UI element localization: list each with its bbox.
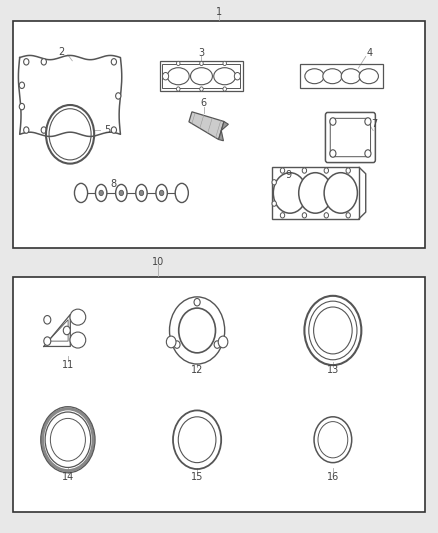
Circle shape bbox=[223, 61, 226, 66]
Text: 4: 4 bbox=[367, 49, 373, 58]
Bar bbox=[162, 64, 240, 88]
Circle shape bbox=[218, 336, 228, 348]
Circle shape bbox=[159, 190, 164, 196]
Bar bbox=[13, 277, 425, 512]
Circle shape bbox=[223, 87, 226, 91]
Ellipse shape bbox=[323, 69, 342, 84]
Circle shape bbox=[194, 298, 200, 306]
Ellipse shape bbox=[136, 184, 147, 201]
Polygon shape bbox=[189, 112, 224, 140]
Circle shape bbox=[214, 341, 220, 349]
Ellipse shape bbox=[156, 184, 167, 201]
Ellipse shape bbox=[167, 68, 189, 85]
Ellipse shape bbox=[214, 68, 236, 85]
Bar bbox=[300, 64, 383, 88]
Circle shape bbox=[280, 213, 285, 218]
Text: 6: 6 bbox=[201, 99, 207, 108]
Text: 8: 8 bbox=[111, 179, 117, 189]
Circle shape bbox=[330, 118, 336, 125]
Circle shape bbox=[41, 59, 46, 65]
Circle shape bbox=[166, 336, 176, 348]
Circle shape bbox=[330, 150, 336, 157]
Circle shape bbox=[272, 180, 276, 185]
Ellipse shape bbox=[299, 173, 332, 213]
Circle shape bbox=[119, 190, 124, 196]
Circle shape bbox=[302, 213, 307, 218]
Circle shape bbox=[324, 168, 328, 173]
Circle shape bbox=[200, 61, 203, 66]
Circle shape bbox=[24, 59, 29, 65]
Ellipse shape bbox=[341, 69, 360, 84]
Circle shape bbox=[41, 127, 46, 133]
Circle shape bbox=[280, 168, 285, 173]
Text: 5: 5 bbox=[104, 125, 110, 134]
Text: 1: 1 bbox=[216, 7, 222, 17]
Text: 3: 3 bbox=[198, 49, 205, 58]
Text: 2: 2 bbox=[58, 47, 64, 56]
Circle shape bbox=[19, 82, 25, 88]
Ellipse shape bbox=[70, 309, 86, 325]
Ellipse shape bbox=[70, 332, 86, 348]
Text: 13: 13 bbox=[327, 366, 339, 375]
Ellipse shape bbox=[305, 69, 324, 84]
Ellipse shape bbox=[273, 173, 307, 213]
Circle shape bbox=[346, 213, 350, 218]
Circle shape bbox=[24, 127, 29, 133]
Circle shape bbox=[179, 308, 215, 353]
Text: 15: 15 bbox=[191, 472, 203, 482]
Circle shape bbox=[302, 168, 307, 173]
Circle shape bbox=[99, 190, 103, 196]
Circle shape bbox=[346, 168, 350, 173]
Ellipse shape bbox=[116, 184, 127, 201]
Circle shape bbox=[162, 72, 169, 80]
Bar bbox=[13, 21, 425, 248]
Circle shape bbox=[139, 190, 144, 196]
Text: 14: 14 bbox=[62, 472, 74, 482]
Text: 12: 12 bbox=[191, 366, 203, 375]
Ellipse shape bbox=[359, 69, 378, 84]
Circle shape bbox=[44, 337, 51, 345]
Circle shape bbox=[170, 297, 225, 364]
Text: 16: 16 bbox=[327, 472, 339, 482]
Circle shape bbox=[174, 341, 180, 349]
Circle shape bbox=[324, 213, 328, 218]
Circle shape bbox=[116, 93, 121, 99]
Circle shape bbox=[63, 326, 70, 335]
Bar bbox=[272, 167, 359, 219]
Ellipse shape bbox=[175, 183, 188, 203]
Circle shape bbox=[19, 103, 25, 110]
Polygon shape bbox=[219, 122, 228, 141]
Circle shape bbox=[365, 150, 371, 157]
Circle shape bbox=[111, 59, 117, 65]
Circle shape bbox=[234, 72, 240, 80]
Ellipse shape bbox=[74, 183, 88, 203]
Ellipse shape bbox=[95, 184, 107, 201]
Circle shape bbox=[365, 118, 371, 125]
Text: 9: 9 bbox=[285, 170, 291, 180]
Ellipse shape bbox=[191, 68, 212, 85]
Text: 10: 10 bbox=[152, 257, 164, 267]
Circle shape bbox=[44, 316, 51, 324]
Text: 11: 11 bbox=[62, 360, 74, 369]
Circle shape bbox=[177, 87, 180, 91]
Ellipse shape bbox=[324, 173, 357, 213]
Circle shape bbox=[272, 201, 276, 206]
Circle shape bbox=[200, 87, 203, 91]
Text: 7: 7 bbox=[371, 119, 378, 128]
Circle shape bbox=[177, 61, 180, 66]
Bar bbox=[160, 61, 243, 91]
Circle shape bbox=[111, 127, 117, 133]
